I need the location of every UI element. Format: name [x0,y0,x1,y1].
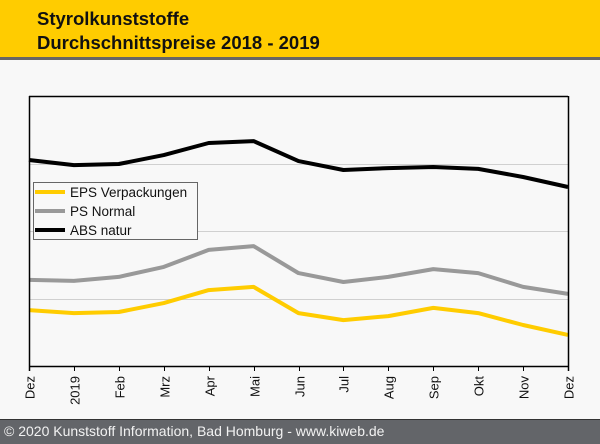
x-tick-label: Jun [293,376,308,397]
legend-label: EPS Verpackungen [70,185,187,200]
x-tick-label: Nov [517,376,532,400]
x-tick-label: Aug [382,376,397,399]
x-tick-label: Mai [248,376,263,397]
series-line-eps-verpackungen [28,284,569,337]
x-tick-label: Feb [113,376,128,398]
legend: EPS Verpackungen PS Normal ABS natur [33,182,198,240]
chart-title-line-2: Durchschnittspreise 2018 - 2019 [37,32,320,53]
series-line-abs-natur [28,139,569,189]
x-tick-label: Mrz [158,376,173,398]
x-tick-label: Okt [472,376,487,397]
series-lines [28,139,569,337]
series-line-ps-normal [28,244,569,296]
x-tick-label: 2019 [68,376,83,405]
x-tick-label: Dez [23,376,38,399]
x-tick-label: Apr [203,375,218,396]
chart-header: Styrolkunststoffe Durchschnittspreise 20… [0,0,600,60]
x-tick-label: Dez [562,376,577,399]
copyright-text: © 2020 Kunststoff Information, Bad Hombu… [4,423,385,439]
chart-title-line-1: Styrolkunststoffe [37,8,190,29]
legend-label: PS Normal [70,204,135,219]
x-tick-label: Jul [337,376,352,393]
axes: Dez 2019 Feb Mrz Apr Mai Jun Jul Aug Sep Okt Nov Dez [23,95,577,405]
x-tick-label: Sep [427,376,442,399]
legend-label: ABS natur [70,223,132,238]
footer: © 2020 Kunststoff Information, Bad Hombu… [0,419,600,444]
